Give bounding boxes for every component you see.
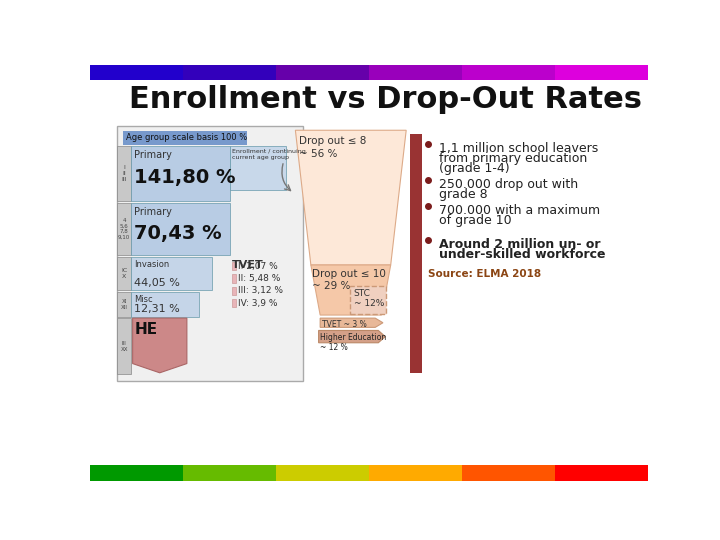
- Text: of grade 10: of grade 10: [438, 214, 511, 227]
- Polygon shape: [311, 265, 391, 315]
- Bar: [462, 65, 555, 80]
- Text: Age group scale basis 100 %: Age group scale basis 100 %: [127, 133, 248, 143]
- Text: Drop out ≤ 10: Drop out ≤ 10: [312, 269, 387, 279]
- Bar: [117, 146, 131, 201]
- Text: Higher Education
~ 12 %: Higher Education ~ 12 %: [320, 333, 387, 352]
- Bar: [555, 65, 648, 80]
- Text: III
XX: III XX: [120, 341, 128, 352]
- FancyBboxPatch shape: [123, 131, 248, 145]
- Text: TVET ~ 3 %: TVET ~ 3 %: [322, 320, 366, 329]
- Bar: [232, 299, 235, 307]
- Bar: [131, 202, 230, 255]
- Text: I: 2,07 %: I: 2,07 %: [238, 262, 278, 271]
- Polygon shape: [320, 318, 383, 327]
- Bar: [117, 318, 131, 374]
- Text: from primary education: from primary education: [438, 152, 587, 165]
- Text: Drop out ≤ 8: Drop out ≤ 8: [300, 137, 366, 146]
- Text: II: 5,48 %: II: 5,48 %: [238, 274, 280, 283]
- FancyBboxPatch shape: [117, 126, 303, 381]
- Text: STC
~ 12%: STC ~ 12%: [354, 289, 384, 308]
- Bar: [369, 65, 462, 80]
- Text: HE: HE: [135, 322, 158, 337]
- Polygon shape: [295, 130, 406, 265]
- Bar: [555, 465, 648, 481]
- Text: IV: 3,9 %: IV: 3,9 %: [238, 299, 277, 308]
- Text: ~ 29 %: ~ 29 %: [312, 281, 351, 291]
- Text: III: 3,12 %: III: 3,12 %: [238, 286, 283, 295]
- Text: IC
X: IC X: [121, 268, 127, 279]
- Text: (grade 1-4): (grade 1-4): [438, 162, 509, 175]
- Text: 700.000 with a maximum: 700.000 with a maximum: [438, 204, 600, 217]
- Bar: [410, 134, 423, 373]
- Bar: [117, 256, 131, 291]
- Text: XI
XII: XI XII: [121, 299, 127, 309]
- Text: Enrollment vs Drop-Out Rates: Enrollment vs Drop-Out Rates: [129, 85, 642, 114]
- Text: under-skilled workforce: under-skilled workforce: [438, 248, 606, 261]
- Bar: [276, 465, 369, 481]
- Text: Misc: Misc: [134, 295, 153, 304]
- Bar: [369, 465, 462, 481]
- Bar: [131, 292, 199, 316]
- Polygon shape: [319, 330, 385, 343]
- Text: Primary: Primary: [134, 150, 172, 160]
- Bar: [90, 65, 183, 80]
- Bar: [117, 202, 131, 255]
- Bar: [131, 146, 230, 201]
- Text: 44,05 %: 44,05 %: [134, 278, 180, 288]
- Bar: [183, 65, 276, 80]
- Bar: [131, 256, 212, 291]
- Text: Primary: Primary: [134, 207, 172, 217]
- Text: I
II
III: I II III: [121, 165, 127, 181]
- Text: 12,31 %: 12,31 %: [134, 304, 180, 314]
- FancyBboxPatch shape: [351, 286, 386, 314]
- Text: 141,80 %: 141,80 %: [134, 168, 235, 187]
- Text: TVET: TVET: [232, 260, 264, 269]
- Bar: [232, 274, 235, 283]
- Bar: [232, 262, 235, 271]
- Bar: [232, 287, 235, 295]
- Bar: [117, 292, 131, 316]
- Text: 4
5,6
7,8
9,10: 4 5,6 7,8 9,10: [118, 218, 130, 240]
- Text: Around 2 million un- or: Around 2 million un- or: [438, 238, 600, 251]
- Text: grade 8: grade 8: [438, 188, 487, 201]
- Text: Enrollment / continuing
current age group: Enrollment / continuing current age grou…: [232, 150, 305, 160]
- Bar: [276, 65, 369, 80]
- Polygon shape: [132, 318, 187, 373]
- Text: Source: ELMA 2018: Source: ELMA 2018: [428, 269, 541, 279]
- Bar: [183, 465, 276, 481]
- Text: ~ 56 %: ~ 56 %: [300, 148, 338, 159]
- Text: Invasion: Invasion: [134, 260, 169, 268]
- Bar: [90, 465, 183, 481]
- Text: 250.000 drop out with: 250.000 drop out with: [438, 178, 578, 191]
- Bar: [462, 465, 555, 481]
- Text: 1,1 million school leavers: 1,1 million school leavers: [438, 142, 598, 155]
- Text: 70,43 %: 70,43 %: [134, 224, 222, 243]
- Bar: [230, 146, 286, 190]
